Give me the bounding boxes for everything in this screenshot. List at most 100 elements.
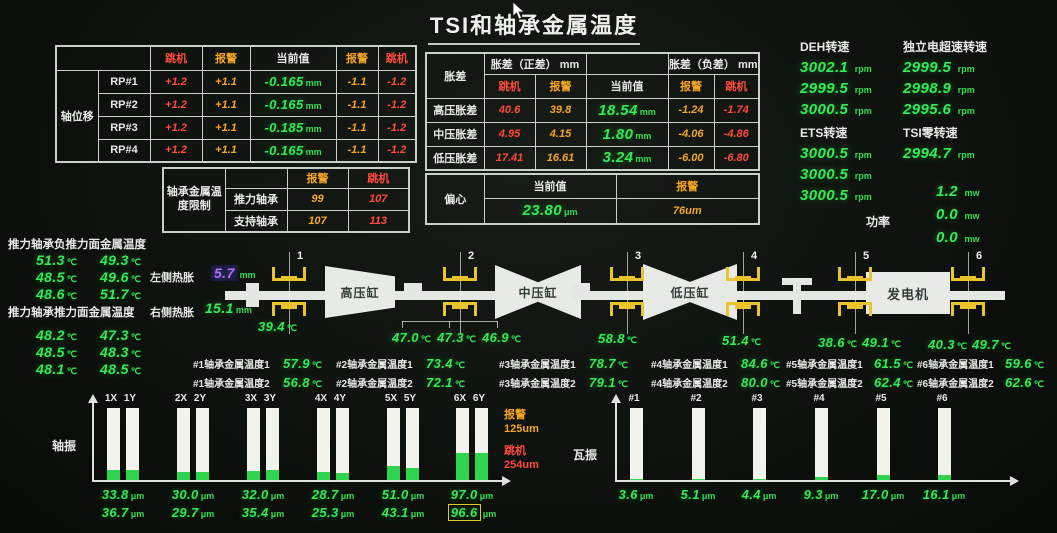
trip-setpoint: +1.2: [149, 115, 203, 140]
trip-header: 跳机: [377, 45, 417, 71]
vibration-bar: [247, 408, 260, 480]
bearing-pad: [452, 305, 468, 309]
bar-label: #1: [628, 393, 640, 404]
ip-cylinder: 中压缸: [495, 265, 581, 319]
pad-vib-y-axis: [615, 402, 617, 482]
expansion-group-label: 胀差: [425, 52, 485, 99]
bearing2-temp-bracket: [402, 321, 403, 328]
bar-label: 6X: [453, 393, 467, 404]
bearing-number: 2: [468, 250, 475, 262]
vibration-bar: [266, 408, 279, 480]
vibration-bar: [196, 408, 209, 480]
alarm-header: 报警: [201, 45, 251, 71]
speed-value: 2995.6 rpm: [903, 101, 975, 118]
current-header: 当前值: [483, 173, 617, 199]
temp-value: 51.7 ℃: [100, 286, 141, 302]
bar-label: #3: [751, 393, 763, 404]
x-axis-arrow-icon: [502, 476, 511, 486]
trip-label: 跳机: [504, 445, 526, 457]
trip-header: 跳机: [483, 73, 536, 99]
trip-setpoint: 4.95: [483, 121, 536, 147]
current-value: -0.165 mm: [249, 92, 337, 117]
pad-vib-value: 5.1 μm: [680, 487, 716, 502]
left-expansion-value[interactable]: 5.7 mm: [211, 265, 256, 283]
probe-line: [460, 252, 461, 334]
trip-header: 跳机: [347, 167, 410, 189]
metal-temp-row: #5轴承金属温度2 62.4 ℃: [786, 375, 914, 390]
bar-label: #4: [813, 393, 825, 404]
probe-name: RP#1: [97, 69, 151, 94]
current-header: 当前值: [585, 73, 669, 99]
bearing1-temp: 39.4 ℃: [258, 319, 298, 334]
vibration-bar: [475, 408, 488, 480]
alarm-setpoint: 16.61: [534, 145, 587, 171]
alarm-setpoint: 39.8: [534, 97, 587, 123]
metal-temp-row: #3轴承金属温度2 79.1 ℃: [499, 375, 629, 390]
probe-name: RP#2: [97, 92, 151, 117]
bearing-pad: [452, 276, 468, 280]
alarm-setpoint: +1.1: [201, 69, 251, 94]
empty-cell: [585, 52, 669, 75]
pad-vib-value: 16.1 μm: [922, 487, 966, 502]
coupling: [404, 283, 422, 300]
shaft-vib-value: 35.4 μm: [241, 505, 285, 520]
metal-temp-row: #6轴承金属温度2 62.6 ℃: [917, 375, 1045, 390]
power-label: 功率: [866, 215, 891, 229]
probe-line: [855, 252, 856, 334]
trip-setpoint: -1.2: [377, 138, 417, 163]
thrust-pos-label: 推力轴承推力面金属温度: [8, 307, 135, 319]
bar-label: 3X: [244, 393, 258, 404]
metal-temp-row: #2轴承金属温度2 72.1 ℃: [336, 375, 466, 390]
speed-value: 2999.5 rpm: [903, 59, 975, 76]
shaft-vib-value-selected[interactable]: 96.6 μm: [441, 504, 503, 522]
vibration-bar: [630, 408, 643, 480]
speed-value: 2998.9 rpm: [903, 80, 975, 97]
expansion-table: 胀差 胀差（正差） mm 胀差（负差） mm 跳机 报警 当前值 报警 跳机 高…: [425, 52, 760, 171]
probe-line: [968, 252, 969, 334]
right-expansion-label: 右侧热胀: [150, 307, 194, 319]
bearing-pad: [735, 276, 751, 280]
chart-alarm-annotation: 报警 125um: [504, 408, 539, 436]
deh-speed-group: DEH转速 3002.1 rpm 2999.5 rpm 3000.5 rpm: [800, 38, 872, 121]
ets-speed-group: ETS转速 3000.5 rpm 3000.5 rpm 3000.5 rpm: [800, 124, 872, 207]
bar-label: 5X: [384, 393, 398, 404]
vibration-bar: [336, 408, 349, 480]
bearing2-metal-temps: #2轴承金属温度1 73.4 ℃ #2轴承金属温度2 72.1 ℃: [336, 355, 465, 393]
bar-label: 3Y: [263, 393, 277, 404]
bearing6-temp: 49.7 ℃: [972, 337, 1012, 352]
shaft-vibration-title: 轴振: [52, 439, 77, 453]
power-value: 0.0 mw: [935, 206, 980, 223]
power-value: 0.0 mw: [935, 229, 980, 246]
probe-line: [627, 252, 628, 334]
generator: 发电机: [866, 272, 950, 314]
vibration-bar: [938, 408, 951, 480]
hp-cylinder-label: 高压缸: [340, 285, 380, 300]
bearing-bracket: [272, 302, 306, 316]
vibration-bar: [753, 408, 766, 480]
eccentricity-group-label: 偏心: [425, 173, 485, 225]
turbine-shaft: [225, 291, 1005, 300]
trip-setpoint: +1.2: [149, 92, 203, 117]
limit-group-label: 轴承金属温度限制: [162, 167, 226, 233]
power-value: 1.2 mw: [935, 183, 980, 200]
shaft-vib-value: 33.8 μm: [101, 487, 145, 502]
trip-setpoint: -1.2: [377, 92, 417, 117]
alarm-header: 报警: [667, 73, 715, 99]
probe-name: RP#3: [97, 115, 151, 140]
bearing2-temp: 47.0 ℃: [392, 330, 432, 345]
bearing5-temp: 49.1 ℃: [862, 335, 902, 350]
vibration-bar: [692, 408, 705, 480]
bearing3-temp: 58.8 ℃: [598, 331, 638, 346]
row-name: 低压胀差: [425, 145, 485, 171]
ip-cylinder-label: 中压缸: [518, 285, 558, 300]
shaft-vib-value: 97.0 μm: [450, 487, 494, 502]
trip-setpoint: -6.80: [713, 145, 760, 171]
trip-header: 跳机: [149, 45, 203, 71]
shaft-vib-value: 30.0 μm: [171, 487, 215, 502]
temp-value: 49.3 ℃: [100, 252, 141, 268]
vibration-bar: [877, 408, 890, 480]
thrust-neg-label: 推力轴承负推力面金属温度: [8, 239, 146, 251]
shaft-vib-value: 29.7 μm: [171, 505, 215, 520]
alarm-setpoint: 4.15: [534, 121, 587, 147]
trip-setpoint: 17.41: [483, 145, 536, 171]
